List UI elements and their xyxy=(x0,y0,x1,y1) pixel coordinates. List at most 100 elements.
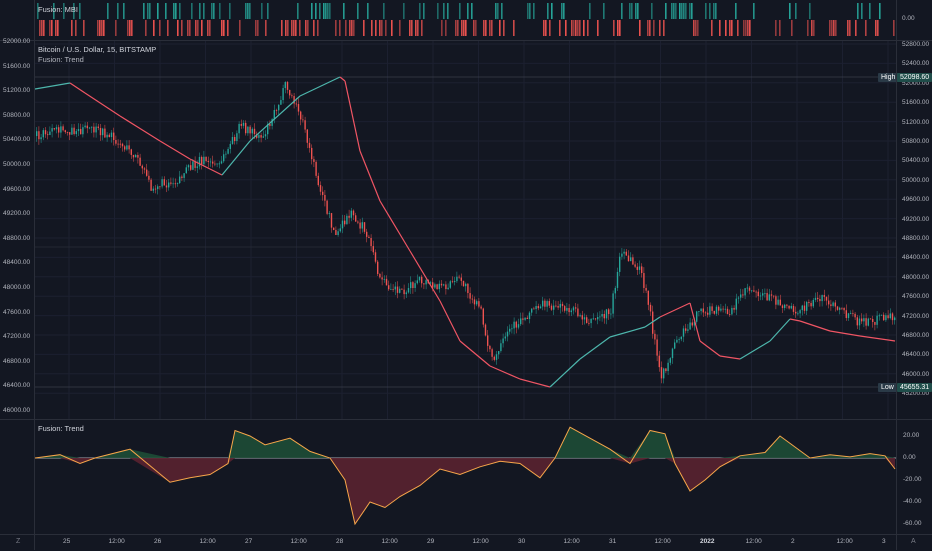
trend-line-segment xyxy=(459,340,491,367)
mbi-bear-bar xyxy=(811,20,813,36)
bearish-candle xyxy=(326,200,328,214)
bullish-candle xyxy=(135,155,137,158)
bearish-candle xyxy=(304,120,306,130)
mbi-bear-bar xyxy=(573,20,575,36)
bearish-candle xyxy=(810,302,812,307)
mbi-bear-bar xyxy=(583,20,585,36)
bearish-candle xyxy=(115,140,117,144)
bearish-candle xyxy=(658,355,660,368)
bearish-candle xyxy=(643,273,645,288)
bearish-candle xyxy=(357,221,359,223)
time-axis-tick: 12:00 xyxy=(199,538,216,545)
oscillator-title[interactable]: Fusion: Trend xyxy=(38,424,84,433)
mbi-bull-bar xyxy=(795,3,797,19)
mbi-bull-bar xyxy=(861,3,863,19)
trend-line-segment xyxy=(409,250,441,302)
bearish-candle xyxy=(363,222,366,232)
mbi-bear-bar xyxy=(201,20,203,36)
mbi-pane[interactable]: Fusion: MBI 0.00 xyxy=(0,0,932,40)
mbi-bear-bar xyxy=(71,20,73,36)
bullish-candle xyxy=(172,183,174,185)
bullish-candle xyxy=(601,314,603,317)
mbi-bear-bar xyxy=(847,20,849,36)
bullish-candle xyxy=(220,161,223,164)
pane-divider-bottom[interactable] xyxy=(0,419,932,420)
bullish-candle xyxy=(346,215,348,225)
mbi-bear-bar xyxy=(209,20,211,36)
auto-scale-button[interactable]: A xyxy=(911,538,916,545)
trend-line-segment xyxy=(439,300,461,342)
mbi-bear-bar xyxy=(457,20,459,36)
bearish-candle xyxy=(603,314,605,319)
zoom-button[interactable]: Z xyxy=(16,538,21,545)
pane-divider-top[interactable] xyxy=(0,40,932,41)
bullish-candle xyxy=(216,163,218,165)
trend-line-segment xyxy=(699,340,721,357)
bullish-candle xyxy=(579,315,581,317)
mbi-bull-bar xyxy=(471,3,473,19)
mbi-bull-bar xyxy=(547,3,549,19)
time-axis-tick: 28 xyxy=(336,538,344,545)
bullish-candle xyxy=(663,368,665,379)
bearish-candle xyxy=(645,287,647,291)
bullish-candle xyxy=(847,313,850,318)
bearish-candle xyxy=(872,318,874,322)
bearish-candle xyxy=(333,227,335,230)
trend-line-segment xyxy=(344,80,361,152)
bearish-candle xyxy=(170,182,172,184)
bullish-candle xyxy=(152,188,154,191)
bearish-candle xyxy=(423,283,425,285)
bearish-candle xyxy=(64,130,66,133)
bearish-candle xyxy=(825,296,828,301)
mbi-bull-bar xyxy=(753,3,755,19)
mbi-bear-bar xyxy=(363,20,365,36)
mbi-bull-bar xyxy=(147,3,149,19)
time-axis[interactable]: 25 12:00 26 12:00 27 12:00 28 12:00 29 12:00 30 12:… xyxy=(0,534,932,551)
time-axis-tick: 27 xyxy=(245,538,253,545)
mbi-bull-bar xyxy=(629,3,631,19)
mbi-bear-bar xyxy=(877,20,879,36)
mbi-bull-bar xyxy=(367,3,369,19)
bearish-candle xyxy=(113,132,115,141)
mbi-bull-bar xyxy=(219,3,221,19)
bullish-candle xyxy=(696,311,698,322)
bearish-candle xyxy=(132,154,135,158)
bearish-candle xyxy=(665,368,667,372)
bearish-candle xyxy=(69,132,71,135)
bullish-candle xyxy=(238,123,240,134)
bearish-candle xyxy=(366,231,368,237)
bearish-candle xyxy=(286,81,289,90)
bearish-candle xyxy=(174,183,176,185)
bullish-candle xyxy=(720,308,722,311)
bullish-candle xyxy=(223,154,225,162)
mbi-bull-bar xyxy=(229,3,231,19)
bullish-candle xyxy=(337,231,339,235)
mbi-bear-bar xyxy=(371,20,373,36)
bearish-candle xyxy=(828,300,830,305)
bullish-candle xyxy=(454,281,456,283)
right-axis-tick: 48000.00 xyxy=(902,273,930,281)
bearish-candle xyxy=(311,147,313,160)
symbol-title[interactable]: Bitcoin / U.S. Dollar, 15, BITSTAMP xyxy=(38,45,157,54)
bullish-candle xyxy=(528,312,531,320)
bearish-candle xyxy=(656,339,658,356)
bearish-candle xyxy=(632,257,634,265)
mbi-bull-bar xyxy=(437,3,439,19)
bullish-candle xyxy=(36,131,38,136)
trend-line-segment xyxy=(719,355,741,360)
bearish-candle xyxy=(355,215,357,222)
bearish-candle xyxy=(436,284,438,290)
mbi-bear-bar xyxy=(197,20,199,36)
bullish-candle xyxy=(40,137,42,140)
bearish-candle xyxy=(260,135,262,138)
bearish-candle xyxy=(163,179,165,186)
mbi-bear-bar xyxy=(461,20,463,36)
bullish-candle xyxy=(876,315,878,325)
oscillator-pane[interactable]: Fusion: Trend 20.00 0.00 -20.00 -40.00 -60.0… xyxy=(0,420,932,534)
bullish-candle xyxy=(797,313,799,315)
mbi-bear-bar xyxy=(307,20,309,36)
trend-indicator-title[interactable]: Fusion: Trend xyxy=(38,55,84,64)
price-pane[interactable]: Bitcoin / U.S. Dollar, 15, BITSTAMP Fusi… xyxy=(0,38,932,419)
bearish-candle xyxy=(711,306,713,311)
bearish-candle xyxy=(194,161,196,168)
